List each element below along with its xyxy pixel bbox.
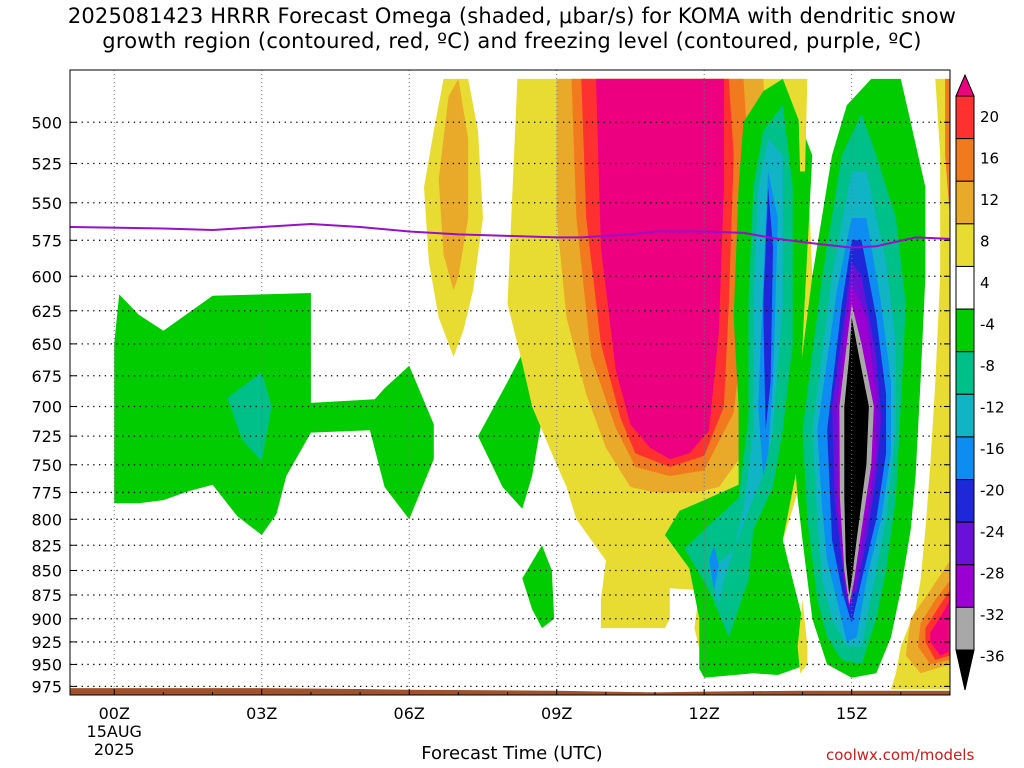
colorbar-band [955,521,975,566]
colorbar-label: -36 [980,648,1005,666]
y-axis: 500 525 550 575 600 625 650 675 700 725 750 775 800 8… [31,113,950,696]
colorbar-band [955,95,975,140]
y-tick-label: 825 [31,536,62,555]
y-tick-label: 775 [31,483,62,502]
omega-region-16 [709,545,719,591]
colorbar-label: -32 [980,606,1005,624]
credit-text: coolwx.com/models [826,746,975,764]
colorbar-band [955,265,975,310]
x-tick-label: 09Z [541,704,572,723]
y-tick-label: 850 [31,561,62,580]
x-tick-label: 06Z [394,704,425,723]
y-tick-label: 725 [31,427,62,446]
y-tick-label: 500 [31,113,62,132]
colorbar-label: 4 [980,274,990,292]
colorbar-band [955,436,975,481]
colorbar-band [955,223,975,267]
omega-region-17 [763,187,773,431]
colorbar-top-arrow [955,73,975,97]
colorbar-band [955,351,975,395]
omega-region-0 [114,293,434,535]
colorbar-label: -20 [980,482,1005,500]
colorbar-label: -8 [980,357,995,375]
omega-region-28 [945,78,950,219]
title-line-2: growth region (contoured, red, ºC) and f… [102,29,922,53]
y-tick-label: 800 [31,510,62,529]
freezing-level-line [70,222,950,249]
colorbar-band [955,308,975,353]
omega-region-1 [227,372,272,462]
x-tick-label: 00Z [99,704,130,723]
y-tick-label: 575 [31,231,62,250]
colorbar-band [955,393,975,438]
colorbar-label: -12 [980,399,1005,417]
y-tick-label: 875 [31,586,62,605]
omega-region-34 [797,599,808,674]
omega-region-27 [891,78,950,689]
ground-surface [70,688,950,695]
omega-region-33 [797,78,808,172]
colorbar-label: -24 [980,523,1005,541]
omega-region-14 [709,139,783,605]
x-tick-label: 12Z [689,704,720,723]
y-tick-label: 650 [31,335,62,354]
colorbar-band [955,138,975,182]
y-tick-label: 550 [31,194,62,213]
x-tick-label: 15Z [836,704,867,723]
x-tick-sublabel-date: 15AUG [87,722,142,741]
omega-region-11 [596,78,724,460]
y-tick-label: 700 [31,397,62,416]
x-tick-label: 03Z [246,704,277,723]
colorbar-label: -28 [980,565,1005,583]
y-tick-label: 625 [31,302,62,321]
colorbar-label: 8 [980,233,990,251]
colorbar-label: 12 [980,191,999,209]
x-tick-sublabel-year: 2025 [94,740,135,759]
omega-shaded-regions [114,78,950,689]
plot-frame [69,69,951,696]
grid-lines [70,70,950,695]
omega-region-2 [478,343,542,509]
colorbar-band [955,606,975,651]
x-axis-title: Forecast Time (UTC) [421,743,603,764]
y-tick-label: 900 [31,610,62,629]
colorbar-label: 20 [980,108,999,126]
y-tick-label: 975 [31,677,62,696]
omega-region-5 [438,78,469,291]
colorbar-label: -16 [980,440,1005,458]
colorbar-label: -4 [980,316,995,334]
y-tick-label: 925 [31,633,62,652]
colorbar-label: 16 [980,150,999,168]
colorbar: 20 16 12 8 4 -4 -8 -12 -16 -20 -24 -28 -32 -36 [955,73,1005,691]
title-line-1: 2025081423 HRRR Forecast Omega (shaded, … [67,4,957,28]
colorbar-band [955,180,975,225]
omega-region-7 [630,489,690,581]
colorbar-bottom-arrow [955,649,975,691]
colorbar-band [955,564,975,608]
y-tick-label: 675 [31,367,62,386]
y-tick-label: 950 [31,655,62,674]
y-tick-label: 600 [31,267,62,286]
omega-region-26 [844,317,869,595]
contour-lines [70,222,950,695]
y-tick-label: 750 [31,456,62,475]
colorbar-band [955,479,975,523]
y-tick-label: 525 [31,154,62,173]
omega-region-3 [522,545,555,629]
chart-title: 2025081423 HRRR Forecast Omega (shaded, … [0,4,1024,54]
